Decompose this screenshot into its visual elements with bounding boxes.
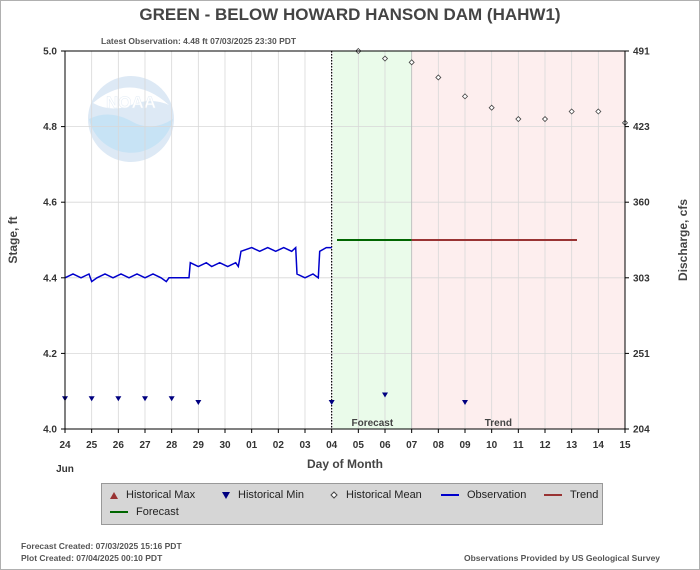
- x-tick-label: 04: [326, 440, 338, 451]
- diamond-icon: [330, 491, 338, 499]
- y-tick-label: 4.6: [43, 198, 57, 209]
- legend-label: Historical Mean: [346, 489, 422, 501]
- legend-item-forecast: Forecast: [108, 506, 179, 518]
- noaa-logo: NOAA: [88, 76, 174, 162]
- y-tick-label: 4.2: [43, 349, 57, 360]
- x-tick-label: 13: [566, 440, 578, 451]
- x-tick-label: 15: [619, 440, 631, 451]
- historical-mean-point: [408, 59, 415, 66]
- historical-mean-point: [541, 115, 549, 123]
- y2-tick-label: 251: [633, 349, 650, 360]
- y2-axis-title: Discharge, cfs: [676, 199, 690, 281]
- plot-created: Plot Created: 07/04/2025 00:10 PDT: [21, 553, 163, 563]
- y2-tick-label: 423: [633, 122, 650, 133]
- x-tick-label: 14: [593, 440, 605, 451]
- legend-item-historical-mean: Historical Mean: [328, 489, 422, 501]
- forecast-created: Forecast Created: 07/03/2025 15:16 PDT: [21, 541, 182, 551]
- legend-line-icon: [441, 494, 459, 496]
- legend-label: Forecast: [136, 506, 179, 518]
- x-tick-label: 29: [193, 440, 205, 451]
- historical-mean-point: [568, 108, 575, 115]
- historical-min-point: [462, 400, 468, 406]
- historical-min-point: [88, 396, 95, 402]
- x-month-label: Jun: [56, 464, 74, 475]
- region-label-forecast: Forecast: [351, 418, 393, 429]
- legend-line-icon: [544, 494, 562, 496]
- x-tick-label: 01: [246, 440, 258, 451]
- noaa-logo-text: NOAA: [106, 93, 156, 112]
- plot-border: [64, 50, 626, 430]
- historical-min-point: [382, 392, 388, 398]
- legend-item-historical-max: Historical Max: [108, 489, 195, 501]
- legend-line-icon: [110, 511, 128, 513]
- legend-label: Historical Max: [126, 489, 196, 501]
- legend-item-trend: Trend: [542, 489, 598, 501]
- x-tick-label: 05: [353, 440, 365, 451]
- region-label-trend: Trend: [485, 418, 512, 429]
- historical-min-point: [168, 396, 175, 402]
- historical-mean-point: [488, 104, 495, 111]
- historical-mean-point: [595, 108, 602, 115]
- historical-min-point: [328, 400, 335, 406]
- legend-item-historical-min: Historical Min: [220, 489, 304, 501]
- x-tick-label: 30: [219, 440, 231, 451]
- x-tick-label: 09: [459, 440, 471, 451]
- x-tick-label: 11: [513, 440, 524, 451]
- y-tick-label: 4.0: [43, 425, 57, 436]
- y2-tick-label: 360: [633, 198, 650, 209]
- hydrograph-chart: NOAA Forecast Trend 24 25 26 27 28 29 30 01 02 03 04…: [6, 47, 690, 476]
- historical-min-point: [142, 396, 148, 402]
- x-tick-label: 07: [406, 440, 418, 451]
- legend-label: Trend: [570, 489, 599, 501]
- data-provider: Observations Provided by US Geological S…: [464, 553, 661, 563]
- x-tick-label: 08: [433, 440, 445, 451]
- historical-mean-point: [461, 93, 469, 100]
- y2-tick-label: 491: [633, 47, 650, 58]
- y-axis-title: Stage, ft: [6, 216, 20, 263]
- x-tick-label: 25: [86, 440, 98, 451]
- y-tick-label: 4.4: [43, 273, 57, 284]
- y2-tick-label: 303: [633, 273, 650, 284]
- x-tick-label: 24: [59, 440, 71, 451]
- y-tick-label: 4.8: [43, 122, 57, 133]
- x-tick-label: 28: [166, 440, 178, 451]
- chart-legend: Historical Max Historical Min Historical M…: [101, 483, 603, 525]
- historical-mean-point: [381, 55, 389, 62]
- x-tick-label: 06: [379, 440, 391, 451]
- triangle-up-icon: [110, 492, 118, 499]
- x-axis-title: Day of Month: [307, 457, 383, 471]
- historical-mean-point: [515, 115, 522, 123]
- historical-min-point: [115, 396, 122, 402]
- y2-tick-label: 204: [633, 425, 650, 436]
- x-tick-label: 27: [139, 440, 151, 451]
- x-tick-label: 02: [273, 440, 285, 451]
- x-tick-label: 10: [486, 440, 498, 451]
- latest-observation: Latest Observation: 4.48 ft 07/03/2025 2…: [101, 36, 297, 46]
- chart-title: GREEN - BELOW HOWARD HANSON DAM (HAHW1): [139, 5, 561, 24]
- legend-label: Observation: [467, 489, 527, 501]
- legend-item-observation: Observation: [439, 489, 526, 501]
- legend-label: Historical Min: [238, 489, 305, 501]
- x-tick-label: 03: [299, 440, 311, 451]
- y-tick-label: 5.0: [43, 47, 57, 58]
- x-tick-label: 26: [113, 440, 125, 451]
- observation-series: [64, 245, 332, 283]
- historical-mean-point: [435, 74, 442, 81]
- x-tick-label: 12: [539, 440, 551, 451]
- historical-min-point: [195, 400, 202, 406]
- triangle-down-icon: [222, 492, 230, 499]
